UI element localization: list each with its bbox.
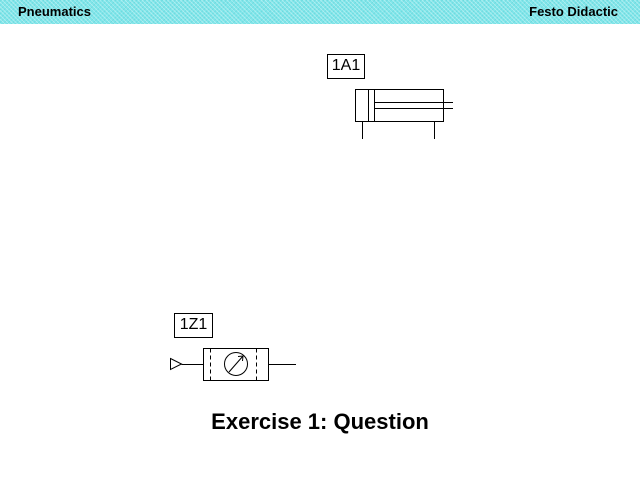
cylinder-symbol xyxy=(355,89,453,139)
title-bar: Pneumatics Festo Didactic xyxy=(0,0,640,24)
compressed-air-source-icon xyxy=(170,357,183,371)
filter-regulator-label: 1Z1 xyxy=(174,313,213,338)
exercise-caption: Exercise 1: Question xyxy=(211,409,429,434)
pressure-gauge-icon xyxy=(224,352,248,376)
filter-regulator-symbol xyxy=(170,348,296,381)
gauge-needle xyxy=(228,355,244,373)
subject-title: Pneumatics xyxy=(18,4,91,19)
cylinder-label: 1A1 xyxy=(327,54,365,79)
publisher-title: Festo Didactic xyxy=(529,4,618,19)
gauge-needle-arrowhead xyxy=(237,355,244,362)
cylinder-barrel xyxy=(355,89,444,122)
